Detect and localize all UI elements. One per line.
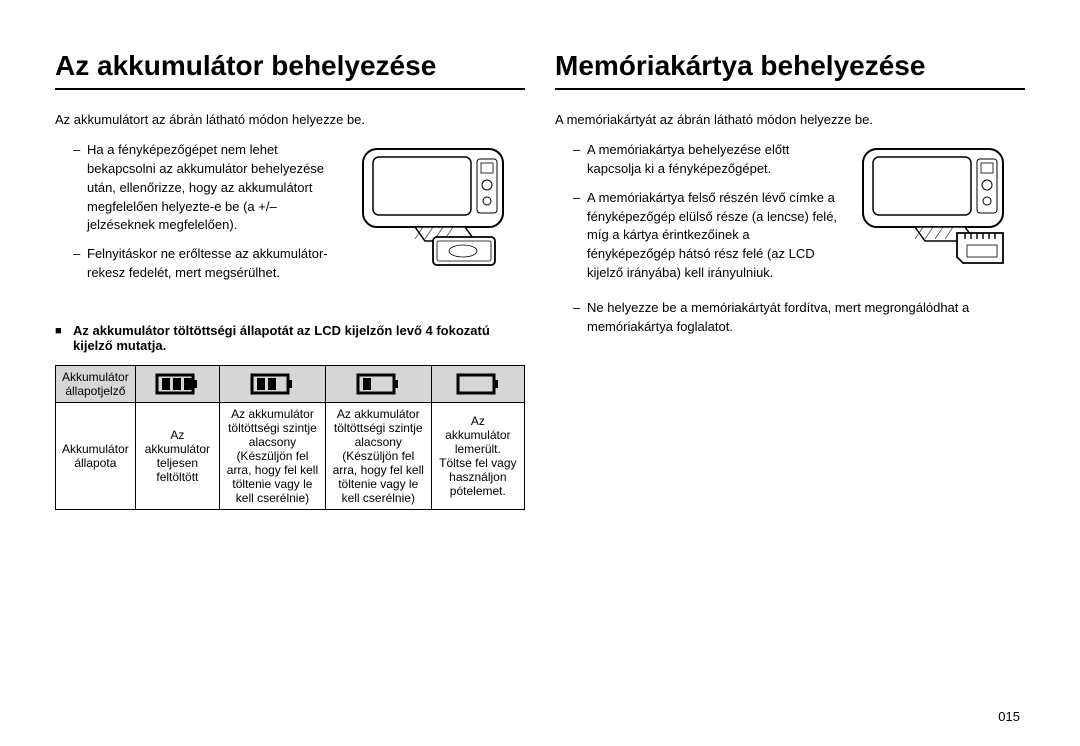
battery-desc-0: Az akkumulátor teljesen feltöltött xyxy=(135,402,219,509)
battery-status-table: Akkumulátor állapotjelző Akkumulátor áll… xyxy=(55,365,525,510)
battery-icon-3 xyxy=(135,365,219,402)
table-row2-label: Akkumulátor állapota xyxy=(56,402,136,509)
right-bullet-0: A memóriakártya behelyezése előtt kapcso… xyxy=(573,141,841,179)
right-bullet-1: A memóriakártya felső részén lévő címke … xyxy=(573,189,841,283)
right-intro: A memóriakártyát az ábrán látható módon … xyxy=(555,112,1025,127)
memory-card-insert-illustration xyxy=(855,141,1025,271)
battery-insert-illustration xyxy=(355,141,525,271)
left-intro: Az akkumulátort az ábrán látható módon h… xyxy=(55,112,525,127)
battery-icon-0 xyxy=(431,365,524,402)
right-title: Memóriakártya behelyezése xyxy=(555,50,1025,90)
battery-icon-2 xyxy=(220,365,326,402)
battery-desc-1: Az akkumulátor töltöttségi szintje alacs… xyxy=(220,402,326,509)
battery-icon-1 xyxy=(325,365,431,402)
page-number: 015 xyxy=(998,709,1020,724)
battery-desc-3: Az akkumulátor lemerült. Töltse fel vagy… xyxy=(431,402,524,509)
table-row1-label: Akkumulátor állapotjelző xyxy=(56,365,136,402)
battery-desc-2: Az akkumulátor töltöttségi szintje alacs… xyxy=(325,402,431,509)
right-full-bullet-0: Ne helyezze be a memóriakártyát fordítva… xyxy=(555,299,1025,337)
battery-indicator-heading: Az akkumulátor töltöttségi állapotát az … xyxy=(55,323,525,353)
left-title: Az akkumulátor behelyezése xyxy=(55,50,525,90)
left-bullets: Ha a fényképezőgépet nem lehet bekapcsol… xyxy=(55,141,341,293)
right-bullets: A memóriakártya behelyezése előtt kapcso… xyxy=(555,141,841,293)
left-bullet-1: Felnyitáskor ne erőltesse az akkumulátor… xyxy=(73,245,341,283)
right-bullets-full: Ne helyezze be a memóriakártyát fordítva… xyxy=(555,299,1025,337)
left-bullet-0: Ha a fényképezőgépet nem lehet bekapcsol… xyxy=(73,141,341,235)
